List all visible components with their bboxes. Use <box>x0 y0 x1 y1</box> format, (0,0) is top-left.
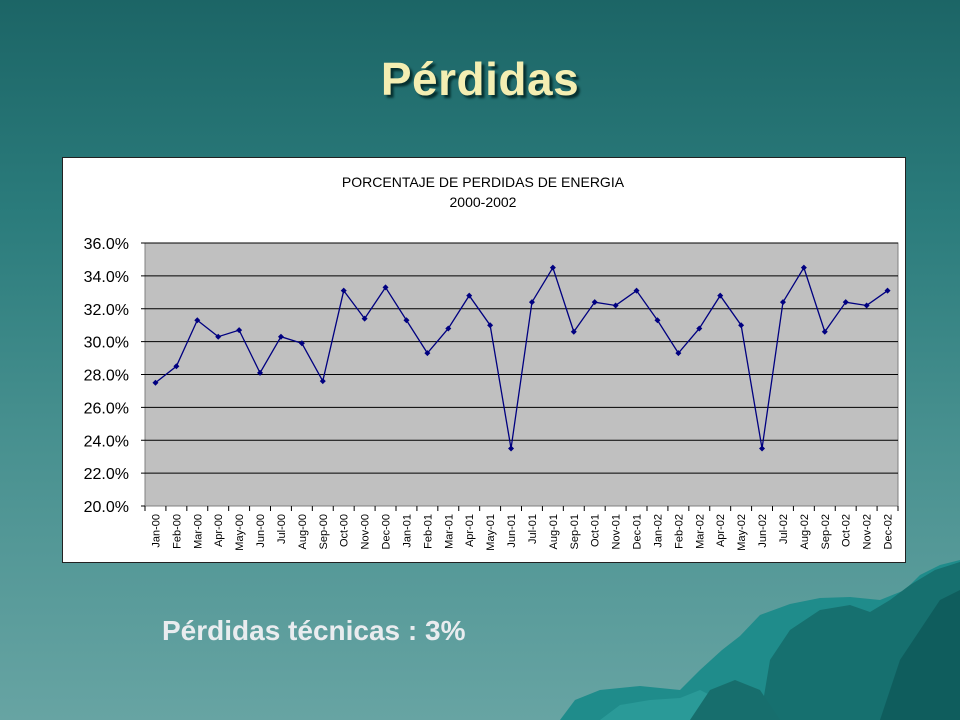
x-tick-label: Jul-01 <box>527 514 539 544</box>
y-tick-label: 36.0% <box>84 236 129 253</box>
x-tick-label: Feb-00 <box>171 514 183 549</box>
data-point <box>779 299 786 306</box>
data-point <box>173 363 180 370</box>
data-point <box>549 264 556 271</box>
x-tick-label: May-01 <box>485 514 497 551</box>
x-tick-label: May-00 <box>234 514 246 551</box>
x-tick-label: Oct-01 <box>590 514 602 547</box>
y-tick-label: 28.0% <box>84 368 129 385</box>
data-point <box>257 369 264 376</box>
data-point <box>528 299 535 306</box>
x-tick-label: May-02 <box>736 514 748 551</box>
x-tick-label: Oct-00 <box>339 514 351 547</box>
x-tick-label: Jul-00 <box>276 514 288 544</box>
data-point <box>236 327 243 334</box>
data-point <box>821 328 828 335</box>
data-point <box>863 302 870 309</box>
x-tick-label: Apr-02 <box>715 514 727 547</box>
y-tick-label: 24.0% <box>84 433 129 450</box>
data-point <box>738 322 745 329</box>
data-point <box>382 284 389 291</box>
data-point <box>675 350 682 357</box>
x-tick-label: Feb-02 <box>673 514 685 549</box>
data-point <box>696 325 703 332</box>
data-point <box>152 379 159 386</box>
x-tick-label: Oct-02 <box>841 514 853 547</box>
slide-title: Pérdidas <box>380 53 580 105</box>
x-tick-label: Apr-00 <box>213 514 225 547</box>
data-point <box>842 299 849 306</box>
data-point <box>508 445 515 452</box>
x-tick-label: Jul-02 <box>778 514 790 544</box>
data-point <box>800 264 807 271</box>
y-tick-label: 26.0% <box>84 400 129 417</box>
data-point <box>424 350 431 357</box>
data-point <box>591 299 598 306</box>
x-tick-label: Jan-02 <box>652 514 664 548</box>
x-tick-label: Sep-02 <box>820 514 832 549</box>
chart-title: PORCENTAJE DE PERDIDAS DE ENERGIA <box>342 174 625 190</box>
x-tick-label: Jan-00 <box>150 514 162 548</box>
series-line <box>155 266 888 449</box>
x-tick-label: Dec-02 <box>883 514 895 549</box>
x-tick-label: Nov-02 <box>862 514 874 549</box>
x-tick-label: Sep-00 <box>318 514 330 549</box>
data-point <box>319 378 326 385</box>
data-point <box>340 287 347 294</box>
chart-container: PORCENTAJE DE PERDIDAS DE ENERGIA 2000-2… <box>62 157 906 563</box>
y-tick-label: 20.0% <box>84 499 129 516</box>
data-point <box>403 317 410 324</box>
x-tick-label: Aug-00 <box>297 514 309 549</box>
x-tick-label: Dec-00 <box>381 514 393 549</box>
x-tick-label: Feb-01 <box>422 514 434 549</box>
x-tick-label: Apr-01 <box>464 514 476 547</box>
data-point <box>361 315 368 322</box>
y-tick-label: 22.0% <box>84 466 129 483</box>
data-point <box>759 445 766 452</box>
y-tick-label: 32.0% <box>84 302 129 319</box>
data-point <box>884 287 891 294</box>
x-tick-label: Mar-00 <box>192 514 204 549</box>
x-tick-label: Jun-01 <box>506 514 518 548</box>
x-tick-label: Aug-01 <box>548 514 560 549</box>
data-point <box>570 328 577 335</box>
x-tick-label: Jan-01 <box>401 514 413 548</box>
data-point <box>215 333 222 340</box>
data-point <box>194 317 201 324</box>
y-tick-label: 30.0% <box>84 335 129 352</box>
data-point <box>633 287 640 294</box>
data-point <box>717 292 724 299</box>
data-point <box>466 292 473 299</box>
x-tick-label: Jun-02 <box>757 514 769 548</box>
y-tick-label: 34.0% <box>84 269 129 286</box>
data-point <box>298 340 305 347</box>
data-point <box>612 302 619 309</box>
data-point <box>277 333 284 340</box>
loss-percentage-line-chart: PORCENTAJE DE PERDIDAS DE ENERGIA 2000-2… <box>84 174 899 551</box>
x-tick-label: Jun-00 <box>255 514 267 548</box>
x-tick-label: Mar-01 <box>443 514 455 549</box>
x-tick-label: Nov-00 <box>360 514 372 549</box>
data-point <box>445 325 452 332</box>
x-tick-label: Aug-02 <box>799 514 811 549</box>
chart-subtitle: 2000-2002 <box>450 194 517 210</box>
x-tick-label: Nov-01 <box>611 514 623 549</box>
data-point <box>487 322 494 329</box>
footer-note: Pérdidas técnicas : 3% <box>162 615 466 646</box>
data-point <box>654 317 661 324</box>
x-tick-label: Mar-02 <box>694 514 706 549</box>
x-tick-label: Dec-01 <box>632 514 644 549</box>
x-tick-label: Sep-01 <box>569 514 581 549</box>
